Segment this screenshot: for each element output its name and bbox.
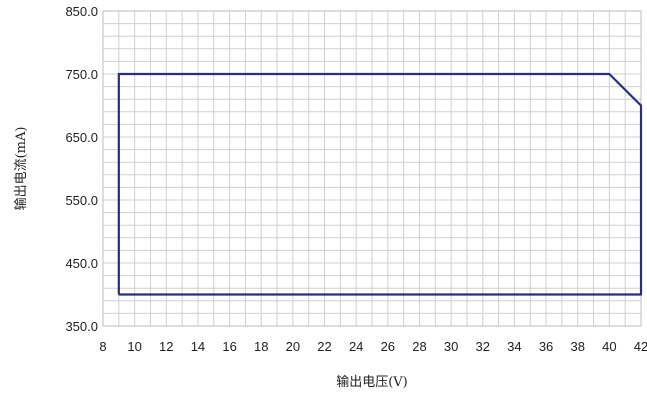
x-tick-label: 12: [159, 339, 173, 354]
x-tick-label: 14: [191, 339, 205, 354]
x-tick-label: 32: [476, 339, 490, 354]
x-tick-label: 42: [634, 339, 647, 354]
x-tick-label: 38: [570, 339, 584, 354]
x-tick-label: 18: [254, 339, 268, 354]
series-layer: [117, 72, 643, 296]
y-tick-label: 550.0: [65, 193, 98, 208]
x-tick-label: 10: [127, 339, 141, 354]
x-tick-label: 34: [507, 339, 521, 354]
y-tick-label: 750.0: [65, 67, 98, 82]
x-tick-label: 24: [349, 339, 363, 354]
tick-labels: 8 10 12 14 16 18 20 22 24 26 28 30 32 34 36 38 40 42 350.0…: [65, 4, 647, 354]
grid-lines: [102, 10, 642, 327]
x-tick-label: 8: [99, 339, 106, 354]
x-tick-label: 26: [381, 339, 395, 354]
x-axis-title: 输出电压(V): [336, 374, 408, 390]
x-tick-label: 40: [602, 339, 616, 354]
x-tick-label: 22: [317, 339, 331, 354]
series-line-0: [117, 72, 643, 296]
x-tick-label: 28: [412, 339, 426, 354]
y-tick-label: 850.0: [65, 4, 98, 19]
x-tick-label: 20: [286, 339, 300, 354]
y-tick-label: 450.0: [65, 256, 98, 271]
y-axis-title: 输出电流(mA): [13, 127, 29, 211]
x-tick-label: 36: [539, 339, 553, 354]
y-tick-label: 350.0: [65, 319, 98, 334]
x-tick-label: 16: [222, 339, 236, 354]
x-tick-label: 30: [444, 339, 458, 354]
y-tick-label: 650.0: [65, 130, 98, 145]
